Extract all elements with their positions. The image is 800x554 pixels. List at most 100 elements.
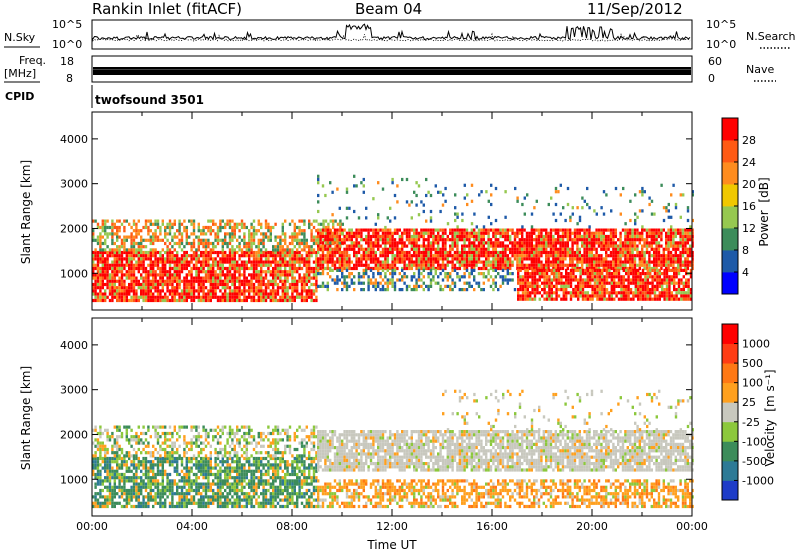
scatter-cell xyxy=(369,241,373,245)
scatter-cell xyxy=(533,257,536,261)
scatter-cell xyxy=(320,245,323,249)
scatter-cell xyxy=(319,247,322,251)
scatter-cell xyxy=(518,247,521,251)
scatter-cell xyxy=(583,234,586,239)
scatter-cell xyxy=(345,266,349,271)
scatter-cell xyxy=(176,276,179,280)
scatter-cell xyxy=(601,291,604,295)
scatter-cell xyxy=(617,247,620,251)
scatter-cell xyxy=(547,266,550,271)
scatter-cell xyxy=(396,228,399,232)
scatter-cell xyxy=(274,248,277,252)
scatter-cell xyxy=(224,257,227,261)
scatter-cell xyxy=(272,225,275,230)
scatter-cell xyxy=(106,260,109,264)
scatter-cell xyxy=(552,212,555,216)
scatter-cell xyxy=(92,292,95,296)
scatter-cell xyxy=(451,254,454,258)
scatter-cell xyxy=(332,219,335,223)
scatter-cell xyxy=(118,266,121,271)
scatter-cell xyxy=(398,238,401,242)
scatter-cell xyxy=(377,181,380,185)
scatter-cell xyxy=(120,466,124,470)
scatter-cell xyxy=(646,288,649,292)
scatter-cell xyxy=(600,257,603,261)
scatter-cell xyxy=(183,292,186,296)
scatter-cell xyxy=(204,270,208,274)
scatter-cell xyxy=(257,276,260,280)
scatter-cell xyxy=(586,275,589,279)
scatter-cell xyxy=(202,295,205,299)
scatter-cell xyxy=(252,232,256,236)
scatter-cell xyxy=(333,241,337,245)
scatter-cell xyxy=(593,209,596,213)
scatter-cell xyxy=(250,235,253,239)
scatter-cell xyxy=(132,273,136,277)
scatter-cell xyxy=(272,289,275,293)
scatter-cell xyxy=(202,260,205,264)
scatter-cell xyxy=(643,190,646,194)
scatter-cell xyxy=(111,492,114,496)
scatter-cell xyxy=(641,281,645,285)
scatter-cell xyxy=(564,218,567,223)
scatter-cell xyxy=(166,298,169,303)
scatter-cell xyxy=(296,235,299,239)
scatter-cell xyxy=(99,245,102,249)
scatter-cell xyxy=(684,238,687,242)
scatter-cell xyxy=(104,273,107,277)
scatter-cell xyxy=(101,229,104,233)
scatter-cell xyxy=(195,273,198,277)
scatter-cell xyxy=(384,288,387,292)
scatter-cell xyxy=(159,260,162,264)
scatter-cell xyxy=(465,254,469,258)
scatter-cell xyxy=(250,263,253,267)
scatter-cell xyxy=(238,282,241,287)
scatter-cell xyxy=(535,244,538,248)
scatter-cell xyxy=(178,295,181,299)
scatter-cell xyxy=(319,234,322,239)
scatter-cell xyxy=(605,193,608,197)
scatter-cell xyxy=(212,250,215,255)
scatter-cell xyxy=(537,244,541,248)
scatter-cell xyxy=(547,238,550,242)
scatter-cell xyxy=(559,257,562,261)
scatter-cell xyxy=(248,279,251,283)
freq-unit: [MHz] xyxy=(4,67,36,80)
scatter-cell xyxy=(321,281,325,285)
scatter-cell xyxy=(600,247,603,251)
scatter-cell xyxy=(113,222,116,226)
scatter-cell xyxy=(501,244,505,248)
scatter-cell xyxy=(501,228,505,232)
scatter-cell xyxy=(233,254,236,258)
scatter-cell xyxy=(468,234,471,239)
scatter-cell xyxy=(589,278,592,282)
scatter-cell xyxy=(308,295,311,299)
scatter-cell xyxy=(305,238,308,242)
scatter-cell xyxy=(689,254,692,258)
scatter-cell xyxy=(300,282,304,287)
scatter-cell xyxy=(365,254,368,258)
scatter-cell xyxy=(441,254,445,258)
scatter-cell xyxy=(509,266,512,271)
scatter-cell xyxy=(540,231,543,235)
scatter-cell xyxy=(92,286,95,290)
scatter-cell xyxy=(106,225,109,230)
scatter-cell xyxy=(279,250,282,255)
scatter-cell xyxy=(156,266,160,271)
scatter-cell xyxy=(577,288,580,292)
scatter-cell xyxy=(312,225,316,230)
scatter-cell xyxy=(264,286,268,290)
scatter-cell xyxy=(636,231,639,235)
scatter-cell xyxy=(128,254,131,258)
scatter-cell xyxy=(597,257,601,261)
scatter-cell xyxy=(537,238,541,242)
scatter-cell xyxy=(104,266,107,271)
scatter-cell xyxy=(631,228,634,232)
scatter-cell xyxy=(591,288,594,292)
scatter-cell xyxy=(615,275,618,279)
scatter-cell xyxy=(137,298,140,303)
scatter-cell xyxy=(417,275,421,279)
scatter-cell xyxy=(681,228,685,232)
scatter-cell xyxy=(549,231,553,235)
